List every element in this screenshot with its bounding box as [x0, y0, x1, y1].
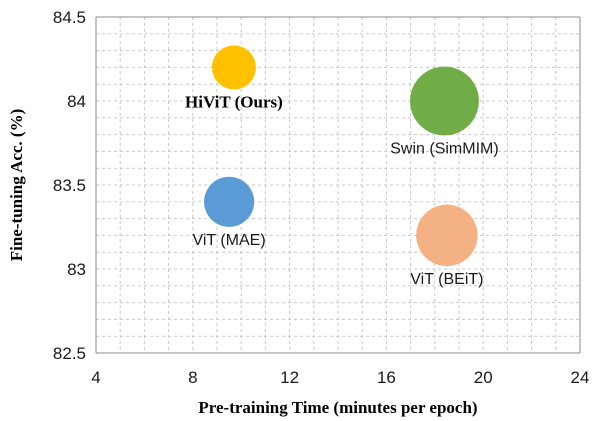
y-tick-label: 84.5	[53, 8, 86, 27]
bubble	[416, 204, 478, 267]
bubble-label: Swin (SimMIM)	[390, 140, 498, 157]
x-axis-title: Pre-training Time (minutes per epoch)	[198, 398, 477, 417]
x-tick-label: 24	[571, 368, 590, 387]
bubble	[410, 66, 479, 136]
x-tick-label: 20	[474, 368, 493, 387]
x-tick-label: 8	[188, 368, 197, 387]
bubble-label: HiViT (Ours)	[185, 92, 283, 111]
bubbles: HiViT (Ours) Swin (SimMIM) ViT (MAE) ViT (B…	[185, 45, 499, 288]
y-tick-label: 83.5	[53, 176, 86, 195]
y-axis-title: Fine-tuning Acc. (%)	[7, 109, 26, 262]
y-tick-label: 84	[67, 92, 86, 111]
x-tick-label: 16	[377, 368, 396, 387]
bubble-label: ViT (BEiT)	[410, 271, 483, 288]
y-tick-label: 82.5	[53, 344, 86, 363]
axes	[95, 16, 581, 354]
bubble	[204, 176, 255, 227]
tick-labels: 4 8 12 16 20 24 82.5 83 83.5 84 84.5	[53, 8, 590, 387]
grid	[95, 16, 581, 354]
bubble-label: ViT (MAE)	[192, 232, 265, 249]
y-tick-label: 83	[67, 260, 86, 279]
x-tick-label: 12	[280, 368, 299, 387]
bubble	[211, 45, 256, 90]
x-tick-label: 4	[91, 368, 100, 387]
